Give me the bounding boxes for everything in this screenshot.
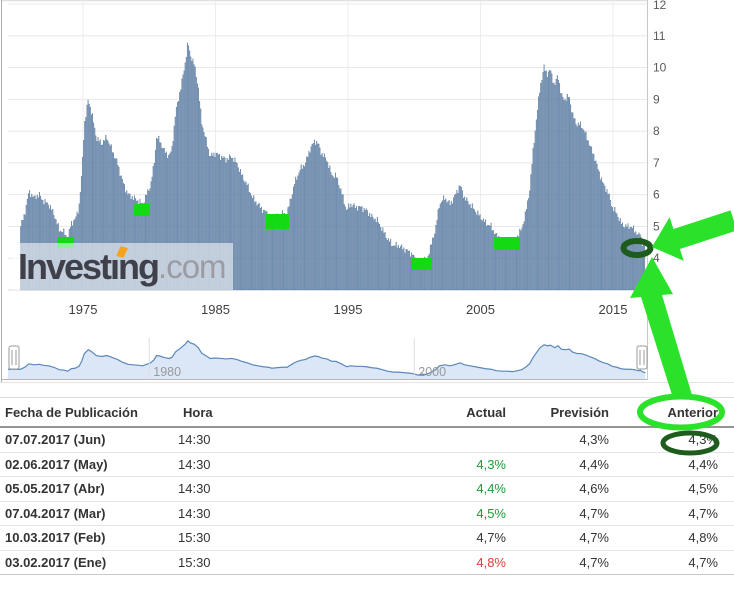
watermark-logo-text: Investıng (18, 245, 160, 287)
cell-forecast: 4,3% (579, 432, 609, 448)
cell-previous: 4,7% (688, 554, 718, 570)
watermark-logo-suffix: .com (158, 248, 227, 285)
table-body: 07.07.2017 (Jun) 14:30 4,3% 4,3% 02.06.2017 … (0, 428, 734, 575)
y-axis-label: 12 (653, 0, 667, 12)
cell-previous: 4,8% (688, 530, 718, 546)
navigator-handle-left[interactable] (8, 345, 20, 370)
cell-actual: 4,8% (476, 554, 506, 570)
economic-calendar-table: Fecha de Publicación Hora Actual Previsi… (0, 397, 734, 575)
trough-highlight-box (134, 204, 150, 216)
navigator-year-label: 2000 (418, 365, 446, 379)
trough-highlight-box (266, 214, 289, 229)
cell-previous: 4,5% (688, 481, 718, 497)
navigator-year-label: 1980 (153, 365, 181, 379)
cell-date: 03.02.2017 (Ene) (5, 554, 107, 570)
table-row[interactable]: 05.05.2017 (Abr) 14:30 4,4% 4,6% 4,5% (0, 477, 734, 502)
cell-time: 14:30 (178, 432, 211, 448)
range-navigator[interactable]: 1980 2000 (0, 325, 734, 395)
investing-watermark: Investıng .com (14, 243, 233, 290)
cell-previous: 4,7% (688, 505, 718, 521)
unemployment-rate-bar-chart[interactable]: 12 11 10 9 8 7 6 5 4 1975 1985 1995 2005 2015 (0, 0, 734, 325)
cell-actual: 4,4% (476, 481, 506, 497)
table-row[interactable]: 10.03.2017 (Feb) 15:30 4,7% 4,7% 4,8% (0, 526, 734, 551)
cell-forecast: 4,7% (579, 554, 609, 570)
cell-date: 02.06.2017 (May) (5, 456, 108, 472)
y-axis-label: 6 (653, 188, 660, 202)
y-axis-label: 8 (653, 124, 660, 138)
col-header-anterior: Anterior (667, 404, 718, 420)
cell-actual: 4,5% (476, 505, 506, 521)
navigator-area (8, 340, 646, 379)
table-header-row: Fecha de Publicación Hora Actual Previsi… (0, 398, 734, 428)
bar-series[interactable] (20, 42, 646, 291)
cell-date: 10.03.2017 (Feb) (5, 530, 106, 546)
cell-time: 15:30 (178, 530, 211, 546)
col-header-fecha: Fecha de Publicación (5, 404, 138, 420)
y-axis-label: 7 (653, 156, 660, 170)
y-axis-label: 4 (653, 251, 660, 265)
cell-actual: 4,3% (476, 456, 506, 472)
table-row[interactable]: 03.02.2017 (Ene) 15:30 4,8% 4,7% 4,7% (0, 551, 734, 575)
col-header-hora: Hora (183, 404, 213, 420)
table-row[interactable]: 02.06.2017 (May) 14:30 4,3% 4,4% 4,4% (0, 453, 734, 477)
x-axis-label: 2015 (599, 302, 628, 317)
cell-forecast: 4,7% (579, 530, 609, 546)
cell-actual: 4,7% (476, 530, 506, 546)
trough-highlight-box (411, 258, 432, 270)
y-axis-label: 9 (653, 92, 660, 106)
cell-time: 14:30 (178, 505, 211, 521)
cell-previous: 4,3% (688, 432, 718, 448)
y-axis-label: 11 (653, 29, 666, 43)
cell-time: 15:30 (178, 554, 211, 570)
cell-date: 05.05.2017 (Abr) (5, 481, 105, 497)
cell-time: 14:30 (178, 456, 211, 472)
table-row[interactable]: 07.04.2017 (Mar) 14:30 4,5% 4,7% 4,7% (0, 502, 734, 526)
cell-date: 07.07.2017 (Jun) (5, 432, 106, 448)
col-header-prevision: Previsión (550, 404, 609, 420)
y-axis-label: 5 (653, 219, 660, 233)
navigator-handle-right[interactable] (636, 345, 648, 370)
x-axis-label: 2005 (466, 302, 495, 317)
trough-highlight-box (494, 237, 520, 250)
cell-time: 14:30 (178, 481, 211, 497)
table-row[interactable]: 07.07.2017 (Jun) 14:30 4,3% 4,3% (0, 428, 734, 453)
x-axis-label: 1975 (69, 302, 98, 317)
cell-forecast: 4,6% (579, 481, 609, 497)
trough-highlight-box (57, 237, 74, 248)
x-axis-label: 1985 (201, 302, 230, 317)
cell-date: 07.04.2017 (Mar) (5, 505, 106, 521)
cell-forecast: 4,4% (579, 456, 609, 472)
navigator-line (8, 340, 646, 376)
y-axis-label: 10 (653, 61, 667, 75)
x-axis-label: 1995 (334, 302, 363, 317)
cell-forecast: 4,7% (579, 505, 609, 521)
col-header-actual: Actual (466, 404, 506, 420)
cell-previous: 4,4% (688, 456, 718, 472)
